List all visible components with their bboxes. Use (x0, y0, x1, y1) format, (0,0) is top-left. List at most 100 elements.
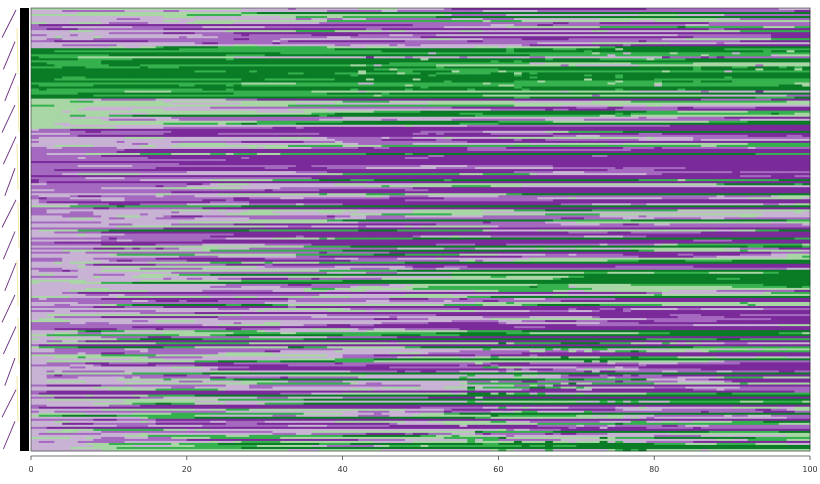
heatmap-cell (365, 38, 375, 41)
heatmap-cell (241, 52, 250, 55)
heatmap-cell (755, 30, 764, 33)
heatmap-cell (412, 64, 421, 67)
heatmap-cell (615, 26, 624, 29)
heatmap-cell (708, 36, 717, 39)
heatmap-cell (202, 12, 211, 15)
heatmap-cell (373, 18, 382, 21)
heatmap-cell (397, 14, 406, 17)
heatmap-cell (295, 20, 305, 23)
heatmap-cell (85, 58, 94, 61)
heatmap-cell (280, 54, 289, 57)
heatmap-cell (646, 38, 655, 41)
heatmap-cell (771, 28, 780, 31)
heatmap-cell (93, 8, 102, 11)
heatmap-cell (661, 64, 671, 67)
heatmap-cell (31, 12, 40, 15)
heatmap-cell (646, 34, 655, 37)
heatmap-cell (778, 48, 788, 51)
heatmap-cell (264, 44, 273, 47)
heatmap-cell (459, 28, 468, 31)
heatmap-cell (288, 10, 297, 13)
heatmap-cell (163, 54, 172, 57)
heatmap-cell (171, 50, 180, 53)
heatmap-cell (693, 12, 702, 15)
heatmap-cell (475, 24, 484, 27)
heatmap-cell (397, 66, 406, 69)
dendrogram-branch (4, 357, 16, 386)
heatmap-cell (350, 46, 359, 49)
heatmap-cell (124, 30, 133, 33)
heatmap-cell (623, 36, 632, 39)
heatmap-cell (482, 50, 492, 53)
heatmap-cell (529, 28, 538, 31)
heatmap-cell (802, 58, 811, 61)
heatmap-cell (436, 36, 445, 39)
heatmap-cell (62, 10, 71, 13)
heatmap-cell (724, 38, 733, 41)
heatmap-cell (513, 8, 523, 11)
heatmap-cell (69, 36, 79, 39)
heatmap-cell (350, 14, 359, 17)
heatmap-cell (38, 10, 48, 13)
heatmap-cell (552, 24, 562, 27)
heatmap-cell (295, 50, 305, 53)
heatmap-cell (132, 40, 141, 43)
heatmap-cell (202, 48, 211, 51)
heatmap-cell (62, 20, 71, 23)
heatmap-cell (677, 58, 686, 61)
heatmap-cell (171, 22, 180, 25)
heatmap-cell (233, 64, 242, 67)
heatmap-cell (778, 64, 788, 67)
heatmap-cell (646, 32, 655, 35)
heatmap-cell (225, 56, 234, 59)
heatmap-cell (755, 28, 764, 31)
heatmap-cell (249, 24, 258, 27)
heatmap-cell (451, 32, 460, 35)
heatmap-cell (436, 10, 445, 13)
heatmap-cell (342, 26, 351, 29)
heatmap-cell (537, 26, 546, 29)
heatmap-cell (77, 20, 86, 23)
heatmap-cell (615, 24, 624, 27)
heatmap-cell (591, 24, 601, 27)
heatmap-cell (116, 54, 125, 57)
heatmap-cell (202, 52, 211, 55)
heatmap-cell (685, 12, 694, 15)
heatmap-cell (560, 32, 569, 35)
heatmap-cell (560, 18, 569, 21)
heatmap-cell (459, 48, 468, 51)
heatmap-cell (498, 16, 507, 19)
heatmap-cell (428, 46, 437, 49)
heatmap-cell (381, 56, 390, 59)
heatmap-cell (249, 64, 258, 67)
heatmap-cell (545, 56, 554, 59)
heatmap-cell (171, 18, 180, 21)
heatmap-cell (155, 46, 164, 49)
heatmap-cell (412, 66, 421, 69)
heatmap-cell (264, 34, 273, 37)
heatmap-cell (545, 22, 554, 25)
heatmap-cell (646, 44, 655, 47)
heatmap-cell (38, 46, 48, 49)
heatmap-cell (771, 40, 780, 43)
heatmap-cell (591, 18, 601, 21)
heatmap-cell (677, 12, 686, 15)
heatmap-cell (732, 48, 741, 51)
heatmap-cell (677, 44, 686, 47)
heatmap-cell (295, 10, 305, 13)
heatmap-cell (155, 26, 164, 29)
heatmap-cell (46, 38, 55, 41)
heatmap-cell (513, 38, 523, 41)
heatmap-cell (607, 14, 616, 17)
heatmap-cell (225, 60, 234, 63)
heatmap-cell (802, 44, 811, 47)
heatmap-cell (101, 58, 110, 61)
heatmap-cell (763, 10, 772, 13)
heatmap-cell (397, 30, 406, 33)
heatmap-cell (46, 48, 55, 51)
heatmap-cell (225, 38, 234, 41)
heatmap-cell (311, 30, 320, 33)
heatmap-cell (381, 62, 390, 65)
heatmap-cell (397, 62, 406, 65)
heatmap-cell (334, 26, 344, 29)
